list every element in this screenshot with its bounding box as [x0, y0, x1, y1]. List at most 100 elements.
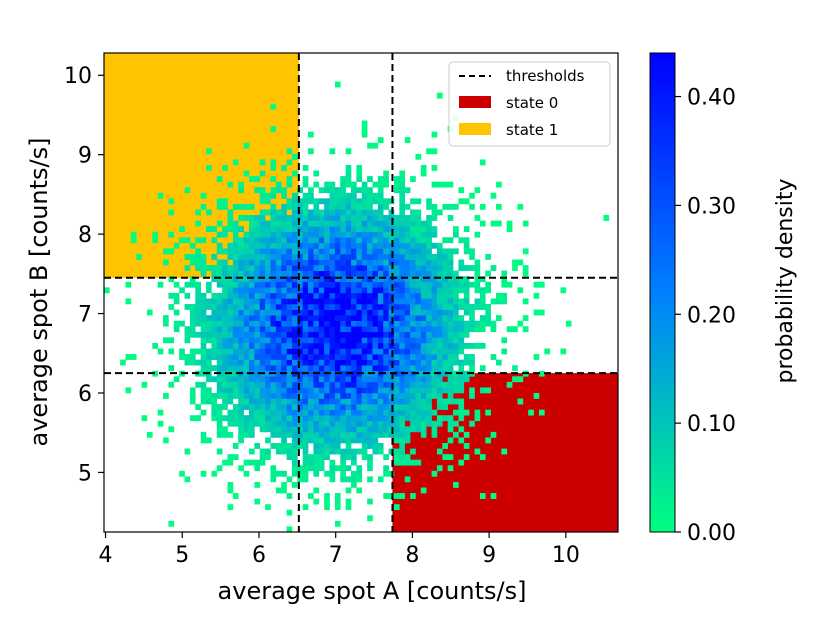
heatmap-cell — [243, 404, 250, 410]
heatmap-cell — [329, 215, 336, 221]
heatmap-cell — [297, 253, 303, 260]
heatmap-cell — [281, 337, 287, 344]
heatmap-cell — [318, 276, 325, 283]
heatmap-cell — [399, 265, 406, 271]
heatmap-cell — [410, 331, 416, 338]
heatmap-cell — [404, 426, 411, 433]
heatmap-cell — [393, 398, 400, 405]
heatmap-cell — [388, 381, 395, 388]
heatmap-cell — [313, 170, 320, 177]
heatmap-cell — [216, 276, 223, 283]
heatmap-cell — [232, 309, 239, 316]
heatmap-cell — [442, 253, 448, 260]
heatmap-cell — [393, 365, 400, 372]
heatmap-cell — [474, 448, 481, 455]
heatmap-cell — [367, 387, 373, 394]
heatmap-cell — [259, 348, 266, 355]
heatmap-cell — [334, 504, 341, 511]
heatmap-cell — [302, 359, 309, 366]
heatmap-cell — [259, 253, 266, 260]
heatmap-cell — [453, 281, 459, 288]
heatmap-cell — [340, 187, 346, 194]
heatmap-cell — [377, 415, 384, 422]
heatmap-cell — [388, 331, 395, 338]
heatmap-cell — [351, 203, 357, 210]
heatmap-cell — [232, 387, 239, 394]
heatmap-cell — [254, 337, 261, 344]
heatmap-cell — [324, 198, 330, 205]
heatmap-cell — [163, 437, 169, 444]
heatmap-cell — [243, 287, 250, 294]
heatmap-cell — [265, 320, 271, 327]
heatmap-cell — [265, 315, 271, 321]
heatmap-cell — [297, 392, 303, 399]
heatmap-cell — [528, 409, 534, 416]
heatmap-cell — [388, 392, 395, 399]
heatmap-cell — [377, 448, 384, 455]
heatmap-cell — [184, 304, 191, 310]
heatmap-cell — [238, 404, 244, 410]
heatmap-cell — [308, 187, 314, 194]
heatmap-cell — [447, 181, 454, 188]
heatmap-cell — [458, 287, 465, 294]
heatmap-cell — [388, 320, 395, 327]
heatmap-cell — [227, 359, 234, 366]
heatmap-cell — [340, 259, 346, 266]
heatmap-cell — [318, 437, 325, 444]
heatmap-cell — [399, 459, 406, 466]
heatmap-cell — [313, 443, 320, 449]
heatmap-cell — [254, 292, 261, 299]
heatmap-cell — [334, 192, 341, 199]
heatmap-cell — [404, 459, 411, 466]
heatmap-cell — [345, 320, 352, 327]
heatmap-cell — [367, 365, 373, 372]
heatmap-cell — [377, 365, 384, 372]
heatmap-cell — [340, 226, 346, 233]
heatmap-cell — [318, 426, 325, 433]
heatmap-cell — [232, 265, 239, 271]
heatmap-cell — [189, 309, 196, 316]
heatmap-cell — [248, 331, 255, 338]
heatmap-cell — [238, 431, 244, 438]
heatmap-cell — [442, 248, 448, 255]
heatmap-cell — [286, 398, 293, 405]
heatmap-cell — [248, 215, 255, 221]
heatmap-cell — [211, 237, 218, 244]
heatmap-cell — [431, 304, 438, 310]
heatmap-cell — [275, 231, 282, 238]
heatmap-cell — [157, 409, 164, 416]
heatmap-cell — [232, 381, 239, 388]
heatmap-cell — [195, 404, 201, 410]
heatmap-cell — [308, 315, 314, 321]
heatmap-cell — [254, 376, 261, 383]
heatmap-cell — [447, 215, 454, 221]
heatmap-cell — [329, 431, 336, 438]
heatmap-cell — [334, 309, 341, 316]
heatmap-cell — [436, 326, 443, 333]
heatmap-cell — [286, 431, 293, 438]
heatmap-cell — [453, 381, 459, 388]
heatmap-cell — [377, 337, 384, 344]
heatmap-cell — [281, 342, 287, 349]
heatmap-cell — [275, 354, 282, 360]
heatmap-cell — [458, 404, 465, 410]
heatmap-cell — [270, 409, 277, 416]
heatmap-cell — [227, 298, 234, 305]
heatmap-cell — [345, 431, 352, 438]
heatmap-cell — [361, 304, 368, 310]
heatmap-cell — [490, 220, 497, 227]
heatmap-cell — [329, 448, 336, 455]
heatmap-cell — [361, 287, 368, 294]
heatmap-cell — [152, 342, 159, 349]
heatmap-cell — [436, 265, 443, 271]
heatmap-cell — [377, 259, 384, 266]
heatmap-cell — [302, 292, 309, 299]
heatmap-cell — [426, 231, 432, 238]
heatmap-cell — [410, 209, 416, 216]
heatmap-cell — [173, 298, 180, 305]
heatmap-cell — [442, 326, 448, 333]
heatmap-cell — [367, 404, 373, 410]
heatmap-cell — [393, 493, 400, 499]
x-tick-label: 8 — [405, 543, 419, 568]
